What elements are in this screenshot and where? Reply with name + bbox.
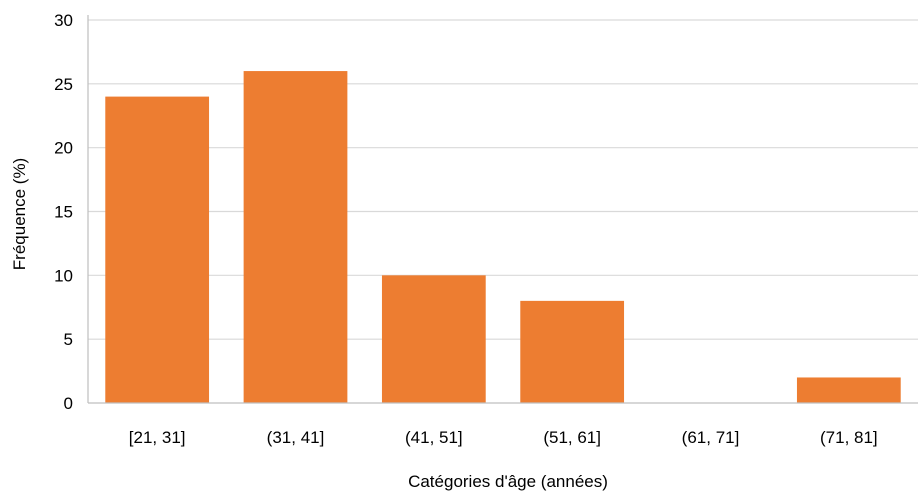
bars <box>105 71 901 404</box>
bar <box>381 275 486 403</box>
y-tick-label: 15 <box>54 203 73 222</box>
x-tick-label: (51, 61] <box>543 428 601 447</box>
bar <box>243 71 348 404</box>
y-tick-label: 25 <box>54 75 73 94</box>
x-tick-label: (31, 41] <box>267 428 325 447</box>
y-tick-label: 20 <box>54 139 73 158</box>
y-tick-label: 30 <box>54 11 73 30</box>
y-tick-label: 0 <box>64 394 73 413</box>
x-tick-label: (41, 51] <box>405 428 463 447</box>
y-tick-labels: 0 5 10 15 20 25 30 <box>54 11 73 413</box>
y-tick-label: 5 <box>64 330 73 349</box>
axes <box>87 15 918 404</box>
y-axis-title: Fréquence (%) <box>10 158 29 270</box>
bar <box>796 377 901 403</box>
bar <box>105 96 210 403</box>
gridlines <box>88 19 918 340</box>
x-axis-title: Catégories d'âge (années) <box>408 472 608 491</box>
y-tick-label: 10 <box>54 266 73 285</box>
x-tick-label: [21, 31] <box>129 428 186 447</box>
bar <box>520 300 625 403</box>
x-tick-labels: [21, 31] (31, 41] (41, 51] (51, 61] (61, 71]… <box>129 428 878 447</box>
x-tick-label: (71, 81] <box>820 428 878 447</box>
x-tick-label: (61, 71] <box>682 428 740 447</box>
